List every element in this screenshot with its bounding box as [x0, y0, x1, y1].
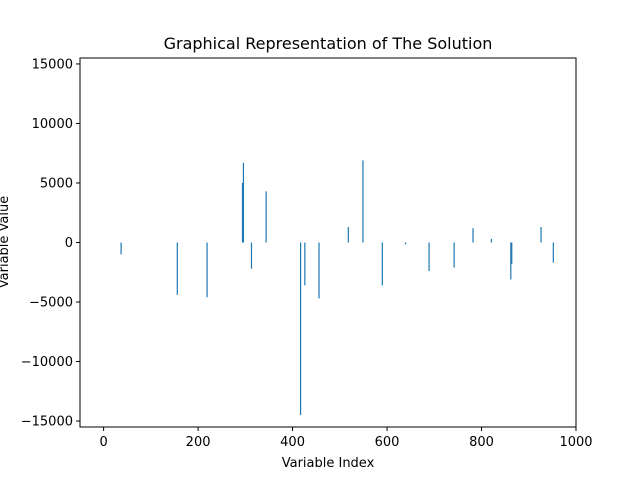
bar-6: [265, 191, 267, 243]
bar-19: [511, 242, 513, 264]
x-axis-ticks: 0 200 400 600 800 1000: [99, 427, 593, 450]
y-axis-ticks: −15000 −10000 −5000 0 5000 10000 15000: [21, 57, 80, 430]
y-axis-label: Variable Value: [0, 196, 12, 288]
chart-title: Graphical Representation of The Solution: [164, 34, 493, 53]
bar-12: [381, 242, 383, 286]
bar-11: [362, 160, 364, 243]
y-tick-label: 0: [65, 236, 73, 251]
bar-9: [318, 242, 320, 299]
bar-7: [300, 242, 302, 416]
bar-3: [241, 182, 244, 243]
bar-20: [540, 227, 542, 243]
bar-4: [242, 162, 245, 243]
bar-5: [250, 242, 253, 269]
bar-1: [176, 242, 178, 295]
x-tick-label: 400: [280, 435, 305, 450]
bar-15: [453, 242, 455, 268]
bar-14: [428, 242, 430, 272]
bars-group: [120, 160, 554, 416]
x-tick-label: 800: [469, 435, 494, 450]
x-tick-label: 600: [375, 435, 400, 450]
x-tick-label: 0: [99, 435, 107, 450]
plot-frame: [79, 57, 577, 428]
bar-0: [120, 242, 122, 255]
bar-16: [472, 228, 474, 243]
x-tick-label: 1000: [559, 435, 592, 450]
y-tick-label: 5000: [40, 176, 73, 191]
y-tick-label: −5000: [29, 296, 73, 311]
bar-2: [206, 242, 208, 298]
bar-17: [490, 238, 493, 243]
y-tick-label: 10000: [32, 117, 73, 132]
bar-18: [510, 242, 512, 280]
x-axis-label: Variable Index: [282, 456, 375, 471]
y-tick-label: 15000: [32, 57, 73, 72]
bar-8: [304, 242, 306, 286]
y-tick-label: −15000: [21, 415, 73, 430]
x-tick-label: 200: [186, 435, 211, 450]
y-tick-label: −10000: [21, 355, 73, 370]
bar-21: [552, 242, 554, 263]
bar-13: [404, 242, 407, 245]
bar-10: [347, 227, 349, 243]
